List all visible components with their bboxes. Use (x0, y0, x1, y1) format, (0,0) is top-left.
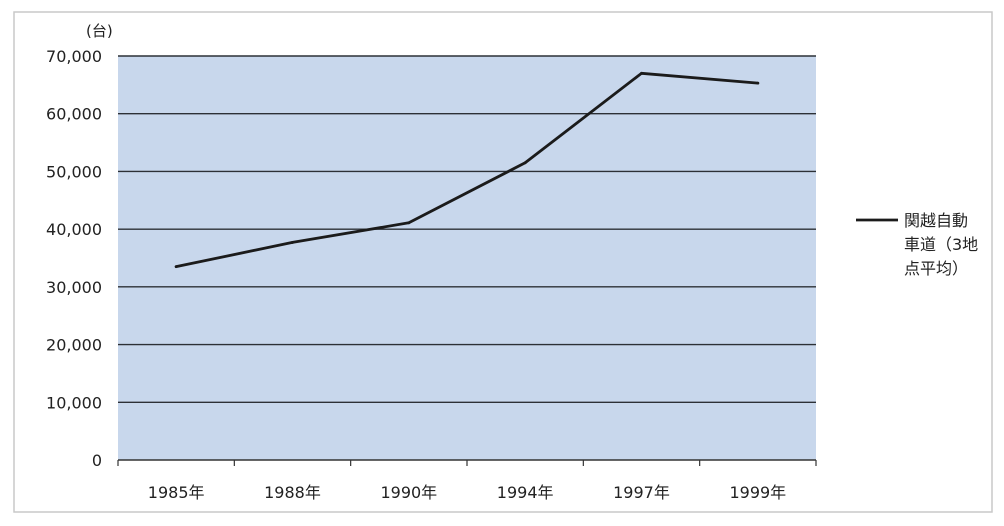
y-axis: 70,000 60,000 50,000 40,000 30,000 20,000 10,0… (46, 47, 102, 470)
y-tick-label: 40,000 (46, 220, 102, 239)
x-tick-label: 1997年 (613, 483, 670, 502)
data-point (407, 221, 411, 225)
series-layer (174, 71, 760, 269)
data-point (291, 241, 294, 244)
legend-label: 点平均） (904, 259, 968, 278)
y-tick-label: 30,000 (46, 278, 102, 297)
x-axis: 1985年 1988年 1990年 1994年 1997年 1999年 (117, 459, 817, 502)
y-tick-label: 20,000 (46, 336, 102, 355)
x-tick-label: 1999年 (729, 483, 786, 502)
plot-area (118, 56, 816, 460)
x-tick-label: 1988年 (264, 483, 321, 502)
y-unit-label: (台) (86, 22, 113, 40)
data-point (523, 161, 527, 165)
legend-label: 関越自動 (904, 211, 968, 230)
data-point (756, 81, 760, 85)
data-point (174, 265, 178, 269)
y-tick-label: 0 (92, 451, 102, 470)
y-tick-label: 10,000 (46, 393, 102, 412)
y-tick-label: 50,000 (46, 162, 102, 181)
data-point (640, 71, 643, 75)
x-tick-label: 1994年 (497, 483, 554, 502)
gridlines (118, 55, 816, 403)
legend-label: 車道（3地 (904, 235, 978, 254)
x-tick-label: 1985年 (148, 483, 205, 502)
x-tick-label: 1990年 (380, 483, 437, 502)
series-line (174, 71, 760, 269)
y-tick-label: 70,000 (46, 47, 102, 66)
y-tick-label: 60,000 (46, 105, 102, 124)
